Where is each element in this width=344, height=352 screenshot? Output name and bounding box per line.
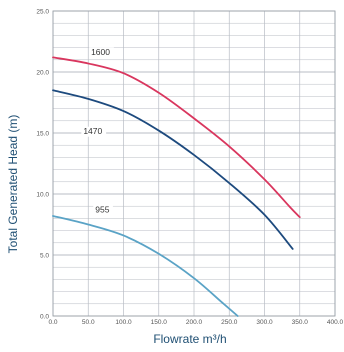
y-tick-label: 10.0 xyxy=(36,191,49,198)
y-tick-label: 0.0 xyxy=(40,313,49,320)
y-tick-label: 15.0 xyxy=(36,130,49,137)
x-tick-label: 400.0 xyxy=(327,319,344,326)
x-tick-label: 300.0 xyxy=(256,319,273,326)
grid-layer xyxy=(52,10,336,317)
series-label-bg xyxy=(93,204,113,215)
x-tick-label: 150.0 xyxy=(151,319,168,326)
y-tick-label: 5.0 xyxy=(40,252,49,259)
tick-layer: 0.0 5.0 10.0 15.0 20.0 25.0 0.0 50.0 100.0 150.0 2… xyxy=(36,8,343,326)
y-axis-title: Total Generated Head (m) xyxy=(6,115,20,254)
series-label-layer: 1600 1470 955 xyxy=(81,47,114,215)
x-tick-label: 200.0 xyxy=(186,319,203,326)
series-line-1600 xyxy=(52,56,301,219)
x-tick-label: 100.0 xyxy=(115,319,132,326)
x-tick-label: 250.0 xyxy=(221,319,238,326)
series-label-bg xyxy=(81,126,107,137)
y-tick-label: 20.0 xyxy=(36,69,49,76)
x-tick-label: 0.0 xyxy=(48,319,57,326)
series-label-bg xyxy=(89,47,114,58)
plot-border xyxy=(52,10,336,317)
x-tick-label: 50.0 xyxy=(82,319,95,326)
series-label-1470: 1470 xyxy=(83,126,102,136)
series-label-955: 955 xyxy=(95,204,109,214)
x-tick-label: 350.0 xyxy=(292,319,309,326)
y-tick-label: 25.0 xyxy=(36,8,49,15)
series-label-1600: 1600 xyxy=(91,47,110,57)
series-line-955 xyxy=(52,215,239,317)
series-layer xyxy=(52,56,301,317)
series-line-1470 xyxy=(52,89,294,250)
x-axis-title: Flowrate m³/h xyxy=(153,332,226,346)
